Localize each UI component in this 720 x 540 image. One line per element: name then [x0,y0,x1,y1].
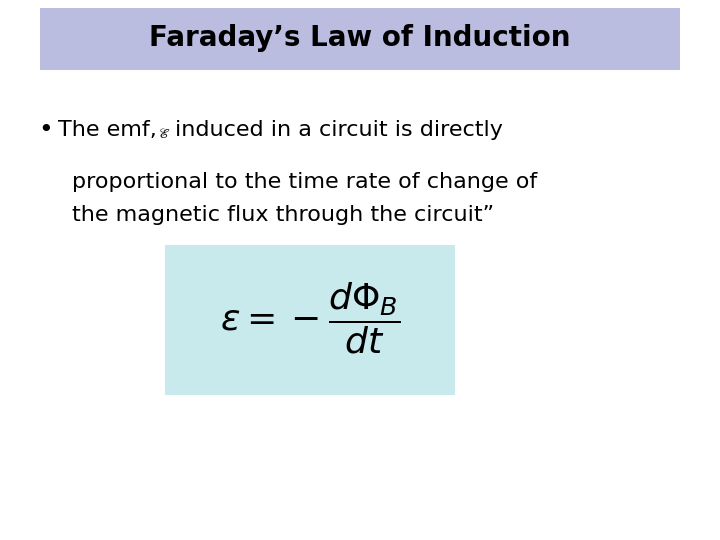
Text: $\varepsilon = -\dfrac{d\Phi_B}{dt}$: $\varepsilon = -\dfrac{d\Phi_B}{dt}$ [220,280,400,356]
Text: the magnetic flux through the circuit”: the magnetic flux through the circuit” [72,205,494,225]
FancyBboxPatch shape [165,245,455,395]
FancyBboxPatch shape [40,8,680,70]
Text: The emf,: The emf, [58,120,157,140]
Text: •: • [38,118,53,142]
Text: Faraday’s Law of Induction: Faraday’s Law of Induction [149,24,571,52]
Text: proportional to the time rate of change of: proportional to the time rate of change … [72,172,537,192]
Text: $\mathscr{E}$: $\mathscr{E}$ [158,127,170,141]
Text: induced in a circuit is directly: induced in a circuit is directly [175,120,503,140]
